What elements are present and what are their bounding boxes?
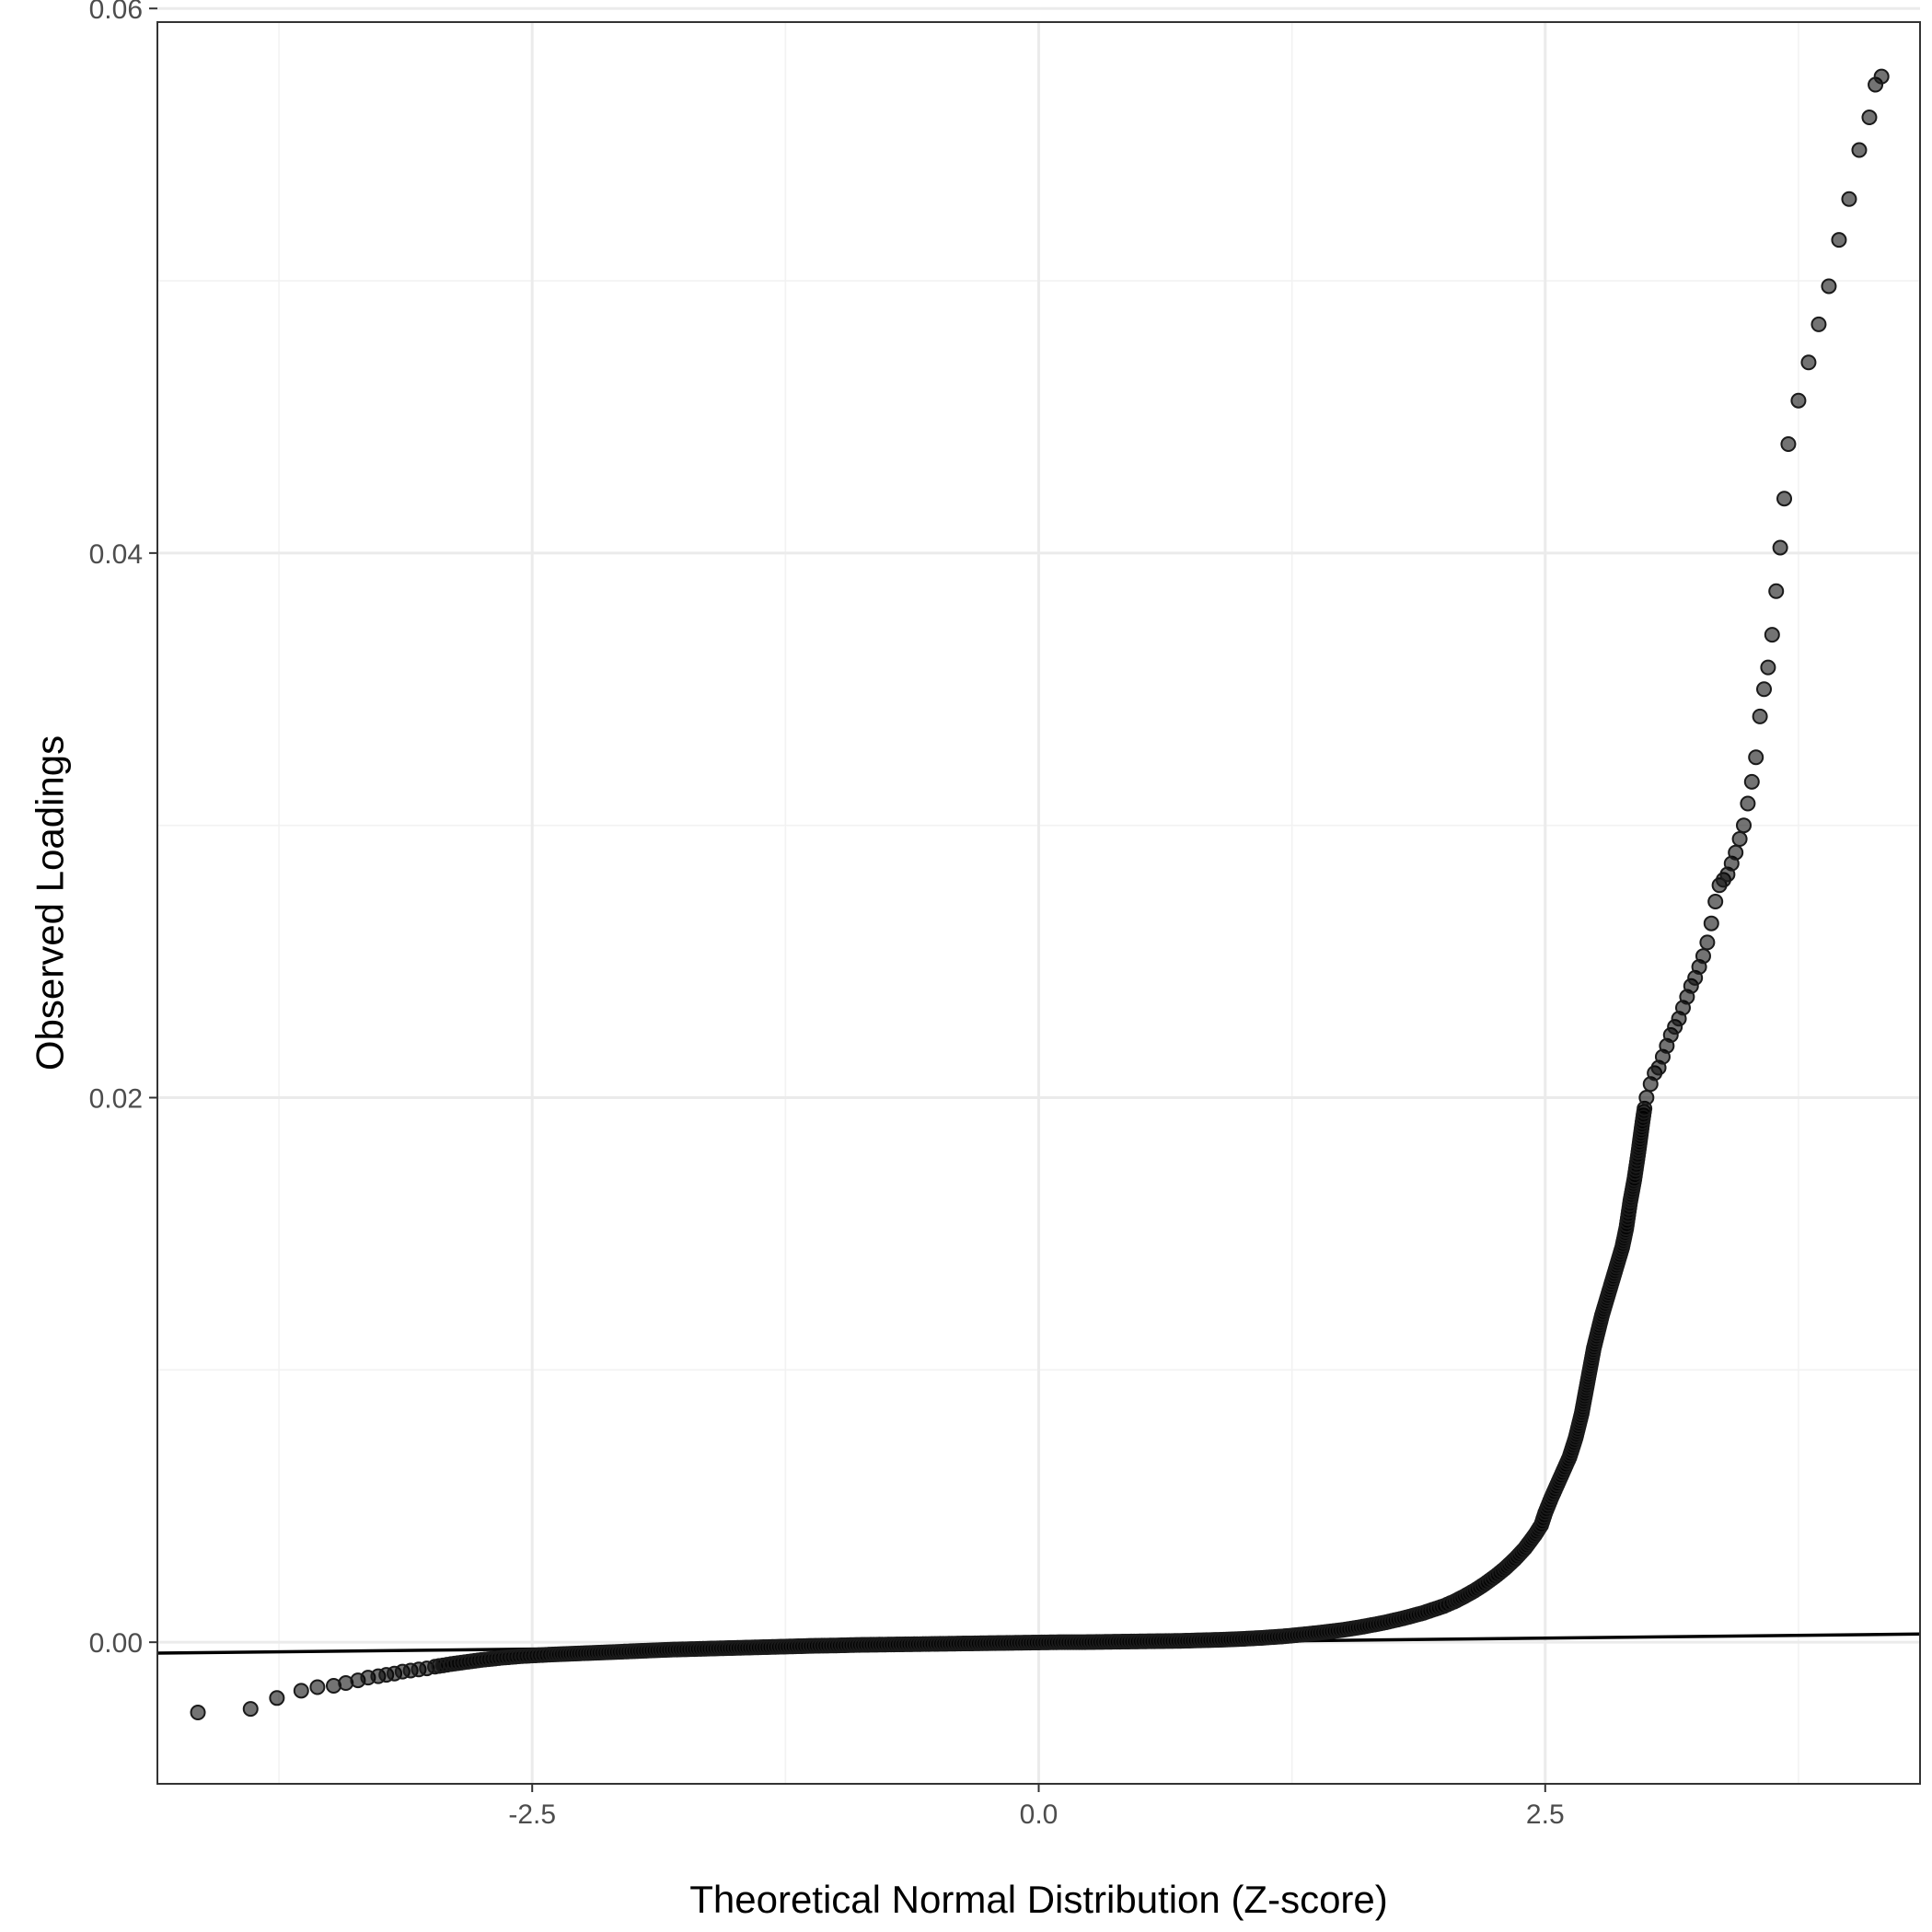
data-point bbox=[1695, 948, 1711, 965]
x-tick-label: 2.5 bbox=[1526, 1799, 1565, 1830]
data-point bbox=[1768, 583, 1785, 599]
data-point bbox=[1821, 278, 1837, 295]
y-tick-label: 0.00 bbox=[89, 1628, 143, 1659]
data-point bbox=[1731, 830, 1748, 847]
data-point bbox=[1748, 749, 1764, 766]
data-point bbox=[190, 1704, 206, 1720]
data-point bbox=[1790, 392, 1807, 409]
data-points bbox=[190, 68, 1890, 1720]
data-point bbox=[1831, 232, 1847, 249]
x-tick-label: 0.0 bbox=[1020, 1799, 1059, 1830]
data-point bbox=[1736, 817, 1752, 834]
data-point bbox=[293, 1683, 309, 1699]
data-point bbox=[1780, 436, 1797, 453]
y-tick-label: 0.06 bbox=[89, 0, 143, 25]
data-point bbox=[1764, 627, 1780, 643]
data-point bbox=[1841, 191, 1857, 207]
data-point bbox=[1707, 894, 1724, 910]
axes: -2.5 0.0 2.5 0.00 0.02 0.04 0.06 bbox=[89, 0, 1565, 1830]
data-point bbox=[1756, 681, 1773, 698]
data-point bbox=[1811, 316, 1827, 332]
data-point bbox=[1638, 1090, 1655, 1106]
data-point bbox=[1703, 915, 1719, 931]
y-tick-label: 0.02 bbox=[89, 1084, 143, 1115]
data-point bbox=[1728, 844, 1744, 861]
data-point bbox=[1873, 68, 1890, 85]
data-point bbox=[242, 1701, 259, 1718]
data-point bbox=[1776, 491, 1793, 507]
data-point bbox=[1772, 539, 1788, 556]
y-axis-title: Observed Loadings bbox=[29, 735, 72, 1070]
data-point bbox=[1851, 142, 1868, 158]
data-point bbox=[1800, 354, 1817, 371]
y-tick-label: 0.04 bbox=[89, 539, 143, 570]
x-tick-label: -2.5 bbox=[508, 1799, 556, 1830]
data-point bbox=[1861, 110, 1878, 126]
x-axis-title: Theoretical Normal Distribution (Z-score… bbox=[689, 1878, 1388, 1921]
data-point bbox=[1699, 934, 1716, 951]
data-point bbox=[309, 1679, 326, 1695]
data-point bbox=[1743, 773, 1760, 790]
grid-lines bbox=[157, 6, 1920, 1784]
data-point bbox=[269, 1690, 285, 1706]
data-point bbox=[1740, 795, 1756, 812]
data-point bbox=[1760, 659, 1776, 676]
data-point bbox=[1752, 708, 1768, 724]
